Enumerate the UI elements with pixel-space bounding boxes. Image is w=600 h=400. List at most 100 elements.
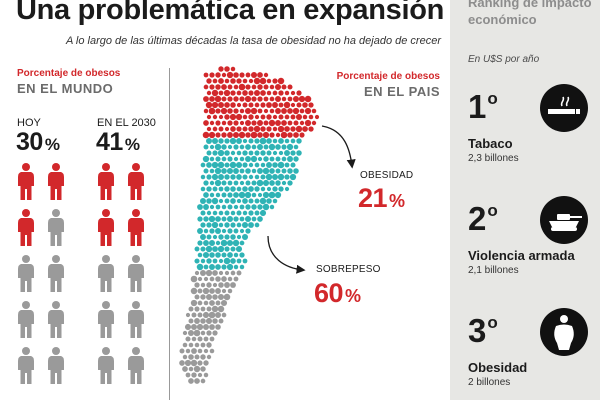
map-dot [295, 125, 303, 133]
map-dot [227, 132, 233, 138]
map-dot [223, 257, 231, 265]
map-dot [281, 108, 287, 114]
map-dot [211, 89, 219, 97]
map-dot [190, 299, 198, 307]
map-dot [224, 174, 230, 180]
map-dot [263, 144, 269, 150]
map-dot [224, 186, 230, 192]
map-dot [281, 84, 287, 90]
map-dot [203, 84, 209, 90]
map-dot [259, 197, 267, 205]
map-dot [205, 293, 213, 301]
map-dot [209, 156, 215, 162]
map-dot [242, 186, 248, 192]
map-dot [227, 288, 233, 294]
map-dot [221, 72, 227, 78]
map-dot [248, 174, 254, 180]
map-dot [208, 131, 216, 139]
map-dot [263, 156, 269, 162]
map-dot [253, 77, 261, 85]
map-dot [292, 107, 300, 115]
map-dot [224, 210, 230, 216]
map-dot [272, 162, 278, 168]
map-dot [218, 258, 224, 264]
map-dot [239, 144, 245, 150]
map-dot [266, 114, 272, 120]
map-dot [226, 167, 234, 175]
map-dot [200, 282, 206, 288]
map-dot [259, 209, 267, 217]
map-dot [236, 138, 242, 144]
map-dot [196, 323, 204, 331]
map-dot [268, 119, 276, 127]
map-dot [191, 372, 197, 378]
map-dot [205, 269, 213, 277]
map-dot [221, 180, 227, 186]
map-dot [218, 318, 224, 324]
map-dot [248, 186, 254, 192]
map-dot [227, 96, 233, 102]
map-dot [269, 168, 275, 174]
map-dot [211, 161, 219, 169]
map-dot [278, 150, 284, 156]
map-dot [221, 216, 227, 222]
map-dot [197, 216, 203, 222]
map-dot [226, 71, 234, 79]
map-dot [242, 90, 248, 96]
map-dot [254, 210, 260, 216]
map-dot [287, 84, 293, 90]
map-dot [230, 66, 236, 72]
map-dot [242, 150, 248, 156]
map-dot [248, 102, 254, 108]
map-dot [206, 198, 212, 204]
map-dot [227, 204, 233, 210]
map-dot [215, 132, 221, 138]
map-dot [235, 245, 243, 253]
map-dot [254, 198, 260, 204]
map-dot [260, 162, 266, 168]
map-dot [242, 126, 248, 132]
map-dot [236, 198, 242, 204]
map-dot [233, 264, 239, 270]
map-dot [262, 179, 270, 187]
map-dot [251, 216, 257, 222]
map-dot [272, 186, 278, 192]
map-dot [277, 125, 285, 133]
map-dot [217, 293, 225, 301]
map-dot [256, 179, 264, 187]
map-dot [251, 144, 257, 150]
map-dot [236, 78, 242, 84]
map-dot [221, 252, 227, 258]
map-dot [212, 258, 218, 264]
map-dot [200, 246, 206, 252]
map-dot [277, 173, 285, 181]
map-dot [191, 324, 197, 330]
map-dot [194, 354, 200, 360]
person-figure [48, 347, 64, 384]
map-dot [190, 275, 198, 283]
map-dot [287, 168, 293, 174]
map-dot [284, 90, 290, 96]
map-dot [191, 348, 197, 354]
map-dot [203, 228, 209, 234]
map-dot [211, 305, 219, 313]
map-dot [275, 108, 281, 114]
person-figure [128, 255, 144, 292]
map-dot [239, 216, 245, 222]
map-dot [227, 84, 233, 90]
map-dot [266, 198, 272, 204]
map-dot [221, 288, 227, 294]
map-dot [230, 258, 236, 264]
map-dot [200, 378, 206, 384]
map-dot [208, 215, 216, 223]
map-dot [308, 102, 314, 108]
main-panel: Una problemática en expansión A lo largo… [16, 0, 445, 400]
map-dot [296, 90, 302, 96]
overweight-value: 60% [314, 278, 361, 308]
map-dot [272, 198, 278, 204]
map-dot [293, 144, 299, 150]
map-dot [236, 258, 242, 264]
map-dot [206, 222, 212, 228]
map-dot [214, 227, 222, 235]
map-dot [245, 144, 251, 150]
